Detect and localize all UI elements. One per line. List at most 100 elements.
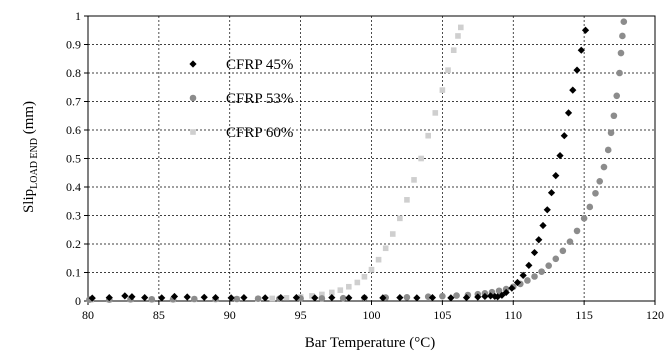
y-tick-label: 1	[75, 9, 81, 23]
data-point	[183, 293, 191, 301]
legend-label: CFRP 53%	[226, 91, 293, 107]
data-point	[345, 294, 353, 302]
y-tick-label: 0.8	[66, 66, 81, 80]
y-tick-label: 0.4	[66, 180, 81, 194]
data-point	[105, 293, 113, 302]
y-tick-label: 0.2	[66, 237, 81, 251]
data-point	[619, 32, 626, 40]
data-point	[486, 292, 495, 300]
data-point	[481, 292, 489, 301]
x-axis: 80 85 90 95 100 105 110 115 120	[82, 301, 664, 322]
data-point	[447, 294, 455, 302]
data-point	[337, 287, 344, 293]
data-point	[361, 273, 368, 280]
x-tick-label: 115	[575, 308, 593, 322]
y-axis: 0 0.1 0.2 0.3 0.4 0.5 0.6 0.7 0.8 0.9 1	[66, 9, 88, 308]
data-point	[397, 215, 403, 222]
data-point	[329, 289, 335, 296]
data-point	[458, 24, 464, 31]
data-point	[566, 238, 574, 246]
data-point	[425, 132, 431, 139]
data-point	[148, 295, 156, 303]
data-point	[620, 18, 628, 26]
x-tick-label: 105	[433, 308, 451, 322]
data-point	[573, 66, 581, 74]
data-point	[596, 178, 604, 185]
y-tick-label: 0.9	[66, 38, 81, 52]
data-point	[375, 256, 382, 263]
data-point	[439, 87, 446, 93]
legend: CFRP 45% CFRP 53% CFRP 60%	[189, 57, 293, 141]
y-tick-label: 0.1	[66, 266, 81, 280]
x-tick-label: 95	[295, 308, 307, 322]
y-tick-label: 0.6	[66, 123, 81, 137]
data-point	[382, 245, 389, 252]
data-point	[600, 163, 608, 171]
data-point	[411, 177, 417, 183]
data-point	[581, 26, 590, 34]
data-point	[508, 284, 516, 292]
data-point	[170, 292, 179, 301]
data-point	[573, 227, 581, 235]
data-point	[543, 206, 551, 214]
data-point	[254, 295, 262, 303]
data-point	[200, 293, 208, 301]
data-point	[538, 268, 545, 275]
data-point	[450, 47, 457, 53]
y-axis-title-unit: (mm)	[21, 101, 37, 138]
data-point	[535, 236, 543, 244]
data-point	[556, 152, 564, 160]
data-point	[462, 293, 471, 302]
data-point	[261, 294, 269, 302]
data-point	[580, 215, 588, 222]
data-points	[86, 18, 628, 303]
data-point	[354, 279, 361, 286]
data-point	[610, 112, 618, 120]
data-point	[121, 292, 129, 300]
legend-label: CFRP 60%	[226, 125, 293, 141]
x-tick-label: 120	[646, 308, 664, 322]
data-point	[233, 295, 241, 303]
data-point	[547, 189, 556, 197]
y-tick-label: 0.3	[66, 209, 81, 223]
data-point	[445, 67, 451, 73]
data-point	[617, 49, 625, 57]
data-point	[403, 293, 411, 301]
data-point	[559, 247, 567, 255]
data-point	[418, 155, 424, 162]
data-point	[379, 294, 387, 302]
data-point	[494, 293, 502, 301]
x-axis-title: Bar Temperature (°C)	[305, 335, 435, 351]
data-point	[531, 273, 538, 280]
data-point	[519, 271, 527, 279]
data-point	[360, 293, 369, 302]
x-tick-label: 80	[82, 308, 94, 322]
data-point	[269, 295, 276, 302]
y-tick-label: 0.7	[66, 95, 81, 109]
data-point	[569, 86, 577, 94]
data-point	[368, 266, 375, 273]
data-point	[502, 288, 510, 297]
y-tick-label: 0.5	[66, 152, 81, 166]
data-point	[413, 294, 421, 302]
data-point	[211, 293, 220, 302]
data-point	[404, 197, 410, 203]
data-point	[586, 203, 594, 211]
x-tick-label: 100	[363, 308, 381, 322]
data-point	[455, 33, 461, 39]
data-point	[613, 92, 621, 100]
data-point	[552, 172, 560, 180]
data-point	[191, 295, 198, 303]
data-point	[389, 231, 396, 237]
y-tick-label: 0	[75, 294, 81, 308]
data-point	[495, 287, 503, 295]
data-point	[513, 278, 522, 287]
data-point	[346, 283, 352, 290]
data-point	[577, 46, 585, 54]
data-point	[240, 293, 248, 302]
data-point	[283, 295, 290, 301]
data-point	[552, 255, 560, 263]
data-point	[227, 294, 235, 302]
data-point	[432, 110, 439, 116]
legend-marker	[189, 60, 197, 68]
